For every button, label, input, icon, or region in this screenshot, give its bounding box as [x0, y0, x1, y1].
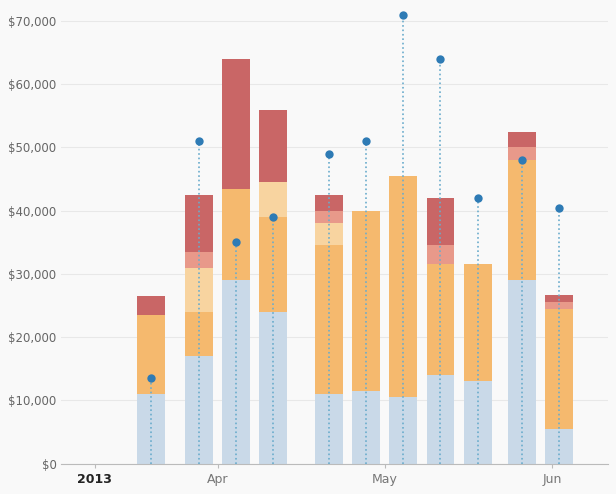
Bar: [426, 264, 455, 375]
Bar: [185, 312, 213, 356]
Bar: [315, 246, 343, 394]
Bar: [508, 147, 536, 160]
Bar: [315, 223, 343, 246]
Bar: [464, 381, 492, 464]
Bar: [222, 59, 250, 189]
Bar: [426, 246, 455, 264]
Bar: [185, 195, 213, 252]
Bar: [137, 315, 164, 394]
Bar: [137, 296, 164, 315]
Bar: [545, 429, 573, 464]
Bar: [222, 280, 250, 464]
Bar: [545, 309, 573, 429]
Bar: [545, 295, 573, 302]
Bar: [185, 252, 213, 268]
Bar: [389, 397, 417, 464]
Bar: [315, 211, 343, 223]
Bar: [259, 110, 287, 182]
Bar: [259, 182, 287, 217]
Bar: [315, 195, 343, 211]
Bar: [426, 375, 455, 464]
Bar: [508, 280, 536, 464]
Bar: [389, 176, 417, 397]
Bar: [185, 268, 213, 312]
Bar: [464, 264, 492, 381]
Bar: [185, 356, 213, 464]
Bar: [352, 391, 380, 464]
Bar: [259, 217, 287, 312]
Bar: [137, 394, 164, 464]
Bar: [508, 131, 536, 147]
Bar: [508, 160, 536, 280]
Bar: [352, 211, 380, 391]
Bar: [426, 198, 455, 246]
Bar: [545, 302, 573, 309]
Bar: [222, 189, 250, 280]
Bar: [259, 312, 287, 464]
Bar: [315, 394, 343, 464]
